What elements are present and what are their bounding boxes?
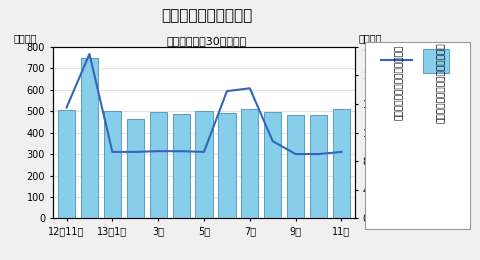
Bar [333, 109, 350, 218]
Text: 常用労働者１人平均実労働時間: 常用労働者１人平均実労働時間 [395, 45, 403, 120]
Bar [195, 111, 213, 218]
Bar [150, 112, 167, 218]
Bar [264, 112, 281, 218]
Bar [310, 115, 327, 218]
Text: （時間）: （時間） [358, 33, 382, 43]
Bar [172, 114, 190, 218]
Text: （事業所規模30人以上）: （事業所規模30人以上） [166, 36, 247, 46]
Bar [127, 119, 144, 218]
Text: 賃金と労働時間の推移: 賃金と労働時間の推移 [161, 8, 252, 23]
Bar [104, 111, 121, 218]
Bar [58, 110, 75, 218]
Bar [81, 57, 98, 218]
Text: 常用労働者１人平均現金給与総額: 常用労働者１人平均現金給与総額 [437, 42, 445, 123]
Bar [241, 109, 258, 218]
Bar [287, 115, 304, 218]
Bar [218, 113, 236, 218]
FancyBboxPatch shape [365, 42, 470, 229]
Text: （千円）: （千円） [13, 33, 37, 43]
FancyBboxPatch shape [423, 49, 449, 73]
